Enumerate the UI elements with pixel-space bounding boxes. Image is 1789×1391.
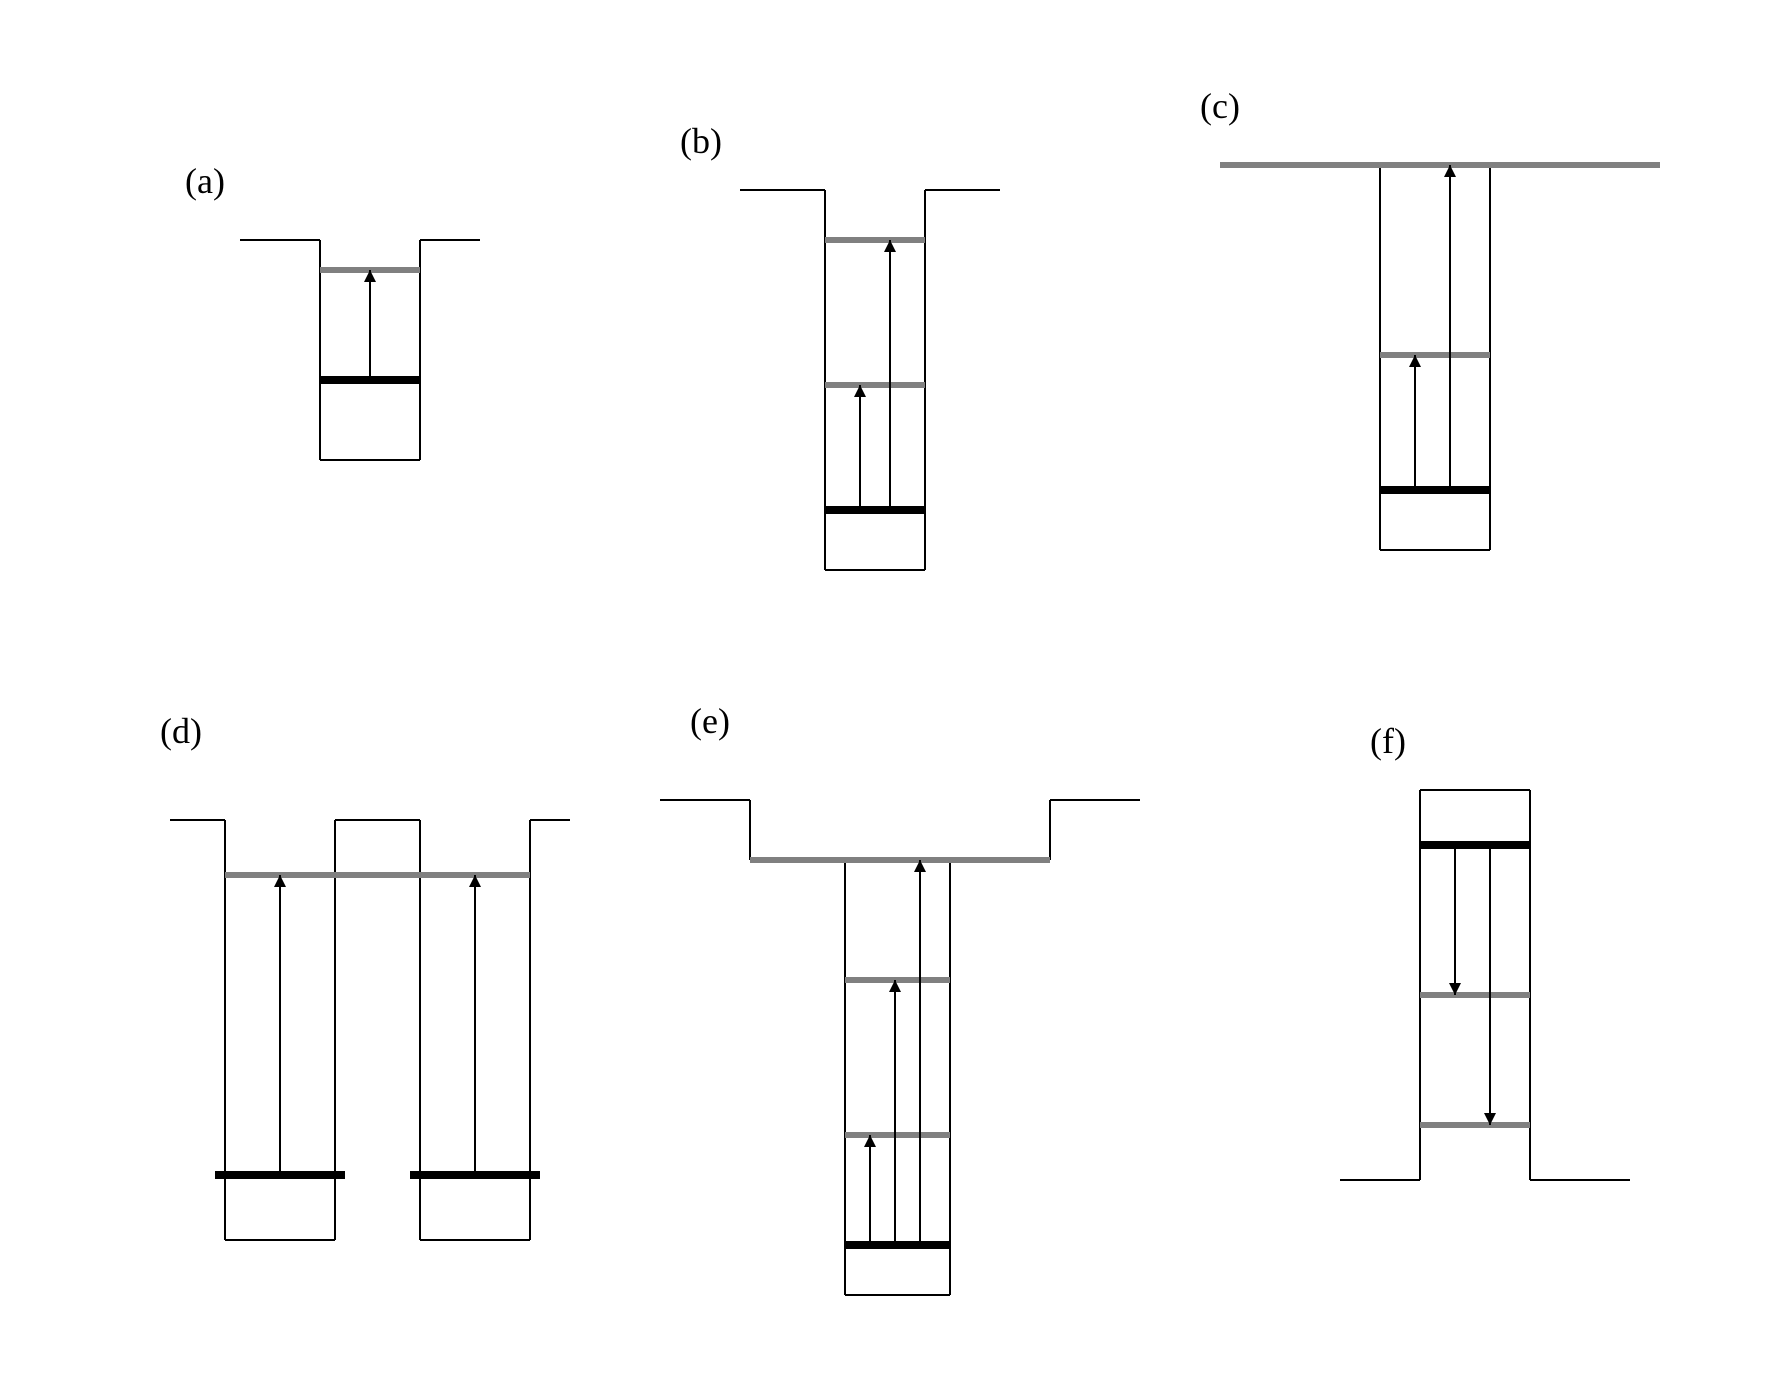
panel-a-diagram (220, 190, 500, 470)
panel-d-diagram (160, 760, 580, 1260)
figure-canvas: (a) (b) (c) (d) (e) (f) (0, 0, 1789, 1391)
panel-b-label: (b) (680, 120, 722, 162)
panel-d-label: (d) (160, 710, 202, 752)
panel-b-diagram (720, 150, 1020, 590)
panel-f-label: (f) (1370, 720, 1406, 762)
panel-e-diagram (640, 745, 1160, 1315)
panel-e-label: (e) (690, 700, 730, 742)
panel-c-label: (c) (1200, 85, 1240, 127)
panel-c-diagram (1210, 130, 1670, 570)
panel-f-diagram (1330, 770, 1650, 1230)
panel-a-label: (a) (185, 160, 225, 202)
